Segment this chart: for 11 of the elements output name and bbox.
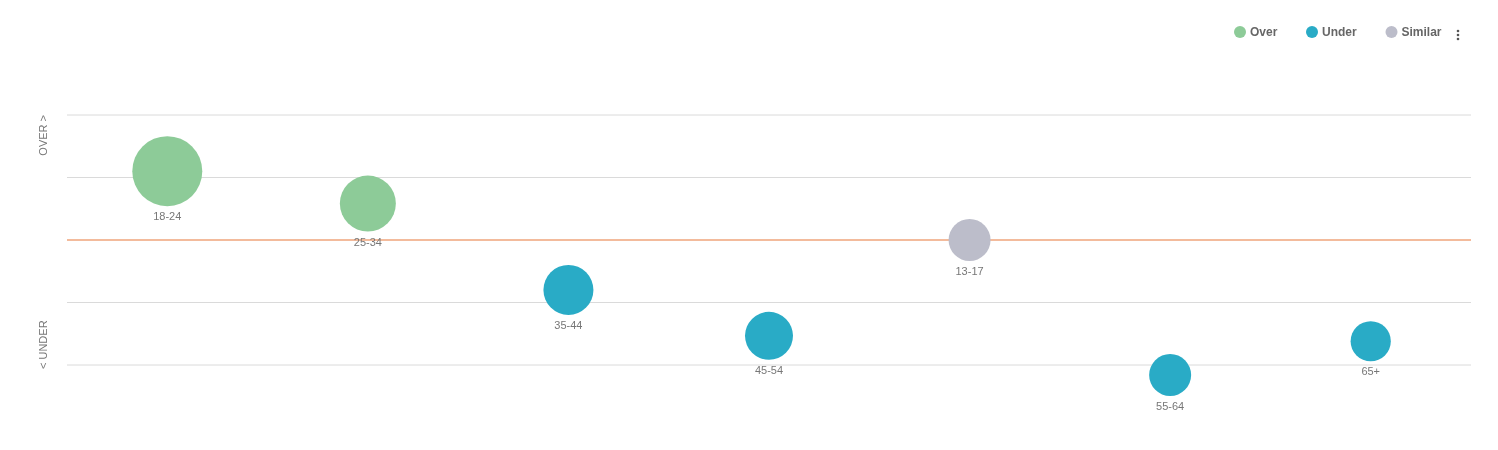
x-tick-label: 55-64 (1156, 400, 1185, 412)
text: OVER > (37, 115, 49, 156)
x-tick-label: 18-24 (153, 210, 182, 223)
x-tick-label: 45-54 (754, 363, 784, 376)
x-tick-label: 13-17 (955, 265, 984, 277)
legend-label: Under (1322, 25, 1357, 39)
legend-label: Over (1250, 25, 1278, 39)
x-tick-label: 65+ (1361, 365, 1381, 378)
text: < UNDER (37, 320, 49, 369)
x-tick-label: 35-44 (554, 318, 583, 331)
legend-label: Similar (1401, 25, 1442, 39)
